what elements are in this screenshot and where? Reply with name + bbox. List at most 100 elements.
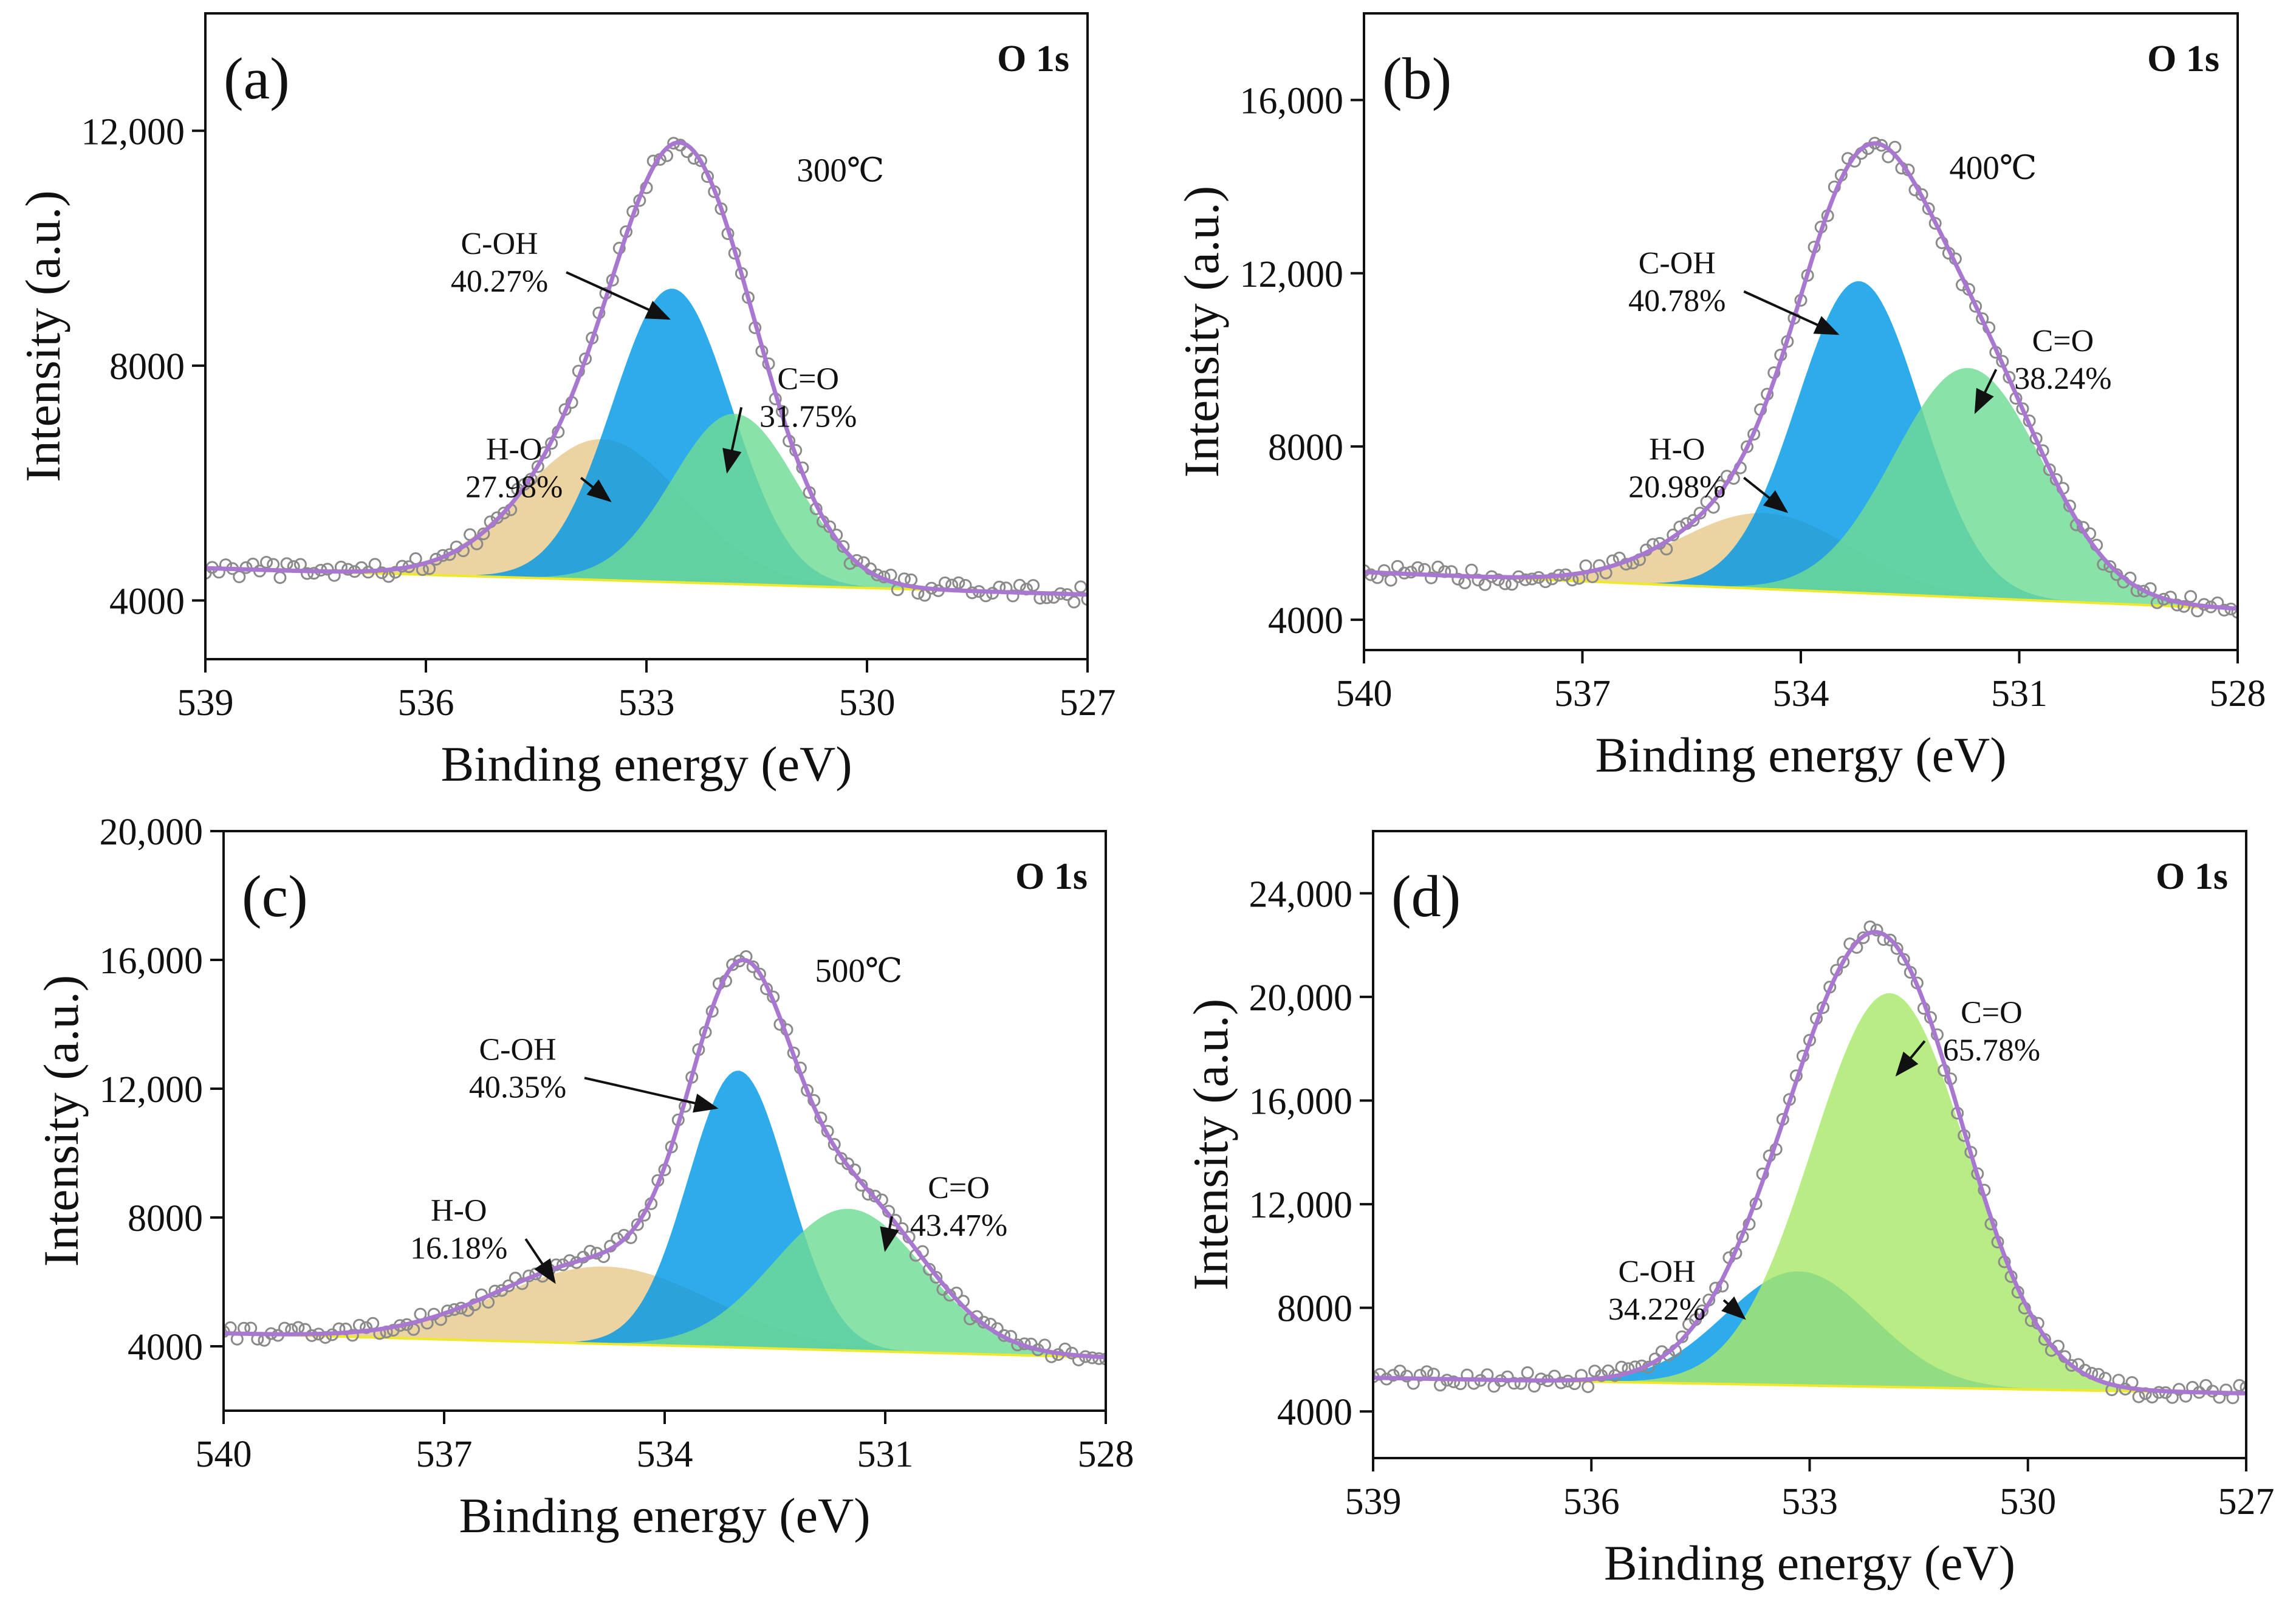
data-point [1081,593,1088,606]
plot-area [1364,137,2238,619]
data-point [952,576,965,589]
peak-area-coh [205,289,1088,595]
spectrum-title: O 1s [2156,856,2228,897]
peak-percent-label: 38.24% [2014,361,2111,396]
x-tick-label: 533 [1781,1481,1838,1522]
data-point [2132,1390,2145,1403]
data-point [1870,923,1883,937]
chart-panel-b: 540 537 534 531 528 4000 8000 12,000 16,000 Bindi… [1174,12,2266,783]
data-point [258,1334,271,1347]
data-point [1890,942,1904,955]
x-tick-label: 534 [637,1434,693,1475]
x-tick-label: 539 [1345,1481,1402,1522]
peak-area-co [1364,368,2238,609]
data-point [1883,933,1897,947]
data-point [2184,590,2198,603]
peak-annotation: H-O16.18% [410,1193,556,1284]
data-point [2178,600,2190,613]
x-tick-label: 528 [2210,673,2266,714]
annotation-arrow [584,1077,719,1113]
data-point [1384,574,1397,587]
peak-name-label: H-O [431,1193,487,1228]
data-point [726,958,739,971]
data-point [631,1218,644,1231]
data-point [2103,560,2117,573]
envelope-line [205,140,1088,597]
data-point [1501,1370,1514,1383]
data-point [753,967,766,981]
y-tick-label: 8000 [1268,427,1343,468]
envelope-line [1373,930,2246,1396]
y-tick-label: 12,000 [1249,1185,1353,1226]
chart-panel-a: 539 536 533 530 527 4000 8000 12,000 Binding ene… [15,12,1116,792]
data-point [1507,1377,1521,1390]
peak-name-label: C=O [2032,324,2094,358]
data-point [1922,202,1935,215]
x-tick-label: 531 [1991,673,2048,714]
annotation-arrow [722,407,743,474]
data-point [1478,578,1492,591]
data-point [1425,571,1438,584]
data-point [1386,1369,1400,1382]
data-point [1546,572,1559,586]
x-tick-label: 528 [1078,1434,1134,1475]
data-point [2065,1359,2078,1372]
spectrum-title: O 1s [1015,856,1088,897]
data-point [1521,1366,1534,1379]
temperature-label: 300℃ [797,151,884,188]
panel-label: (a) [224,46,290,112]
data-point [1837,956,1850,968]
data-point [2233,1378,2246,1392]
data-point [1514,1377,1527,1390]
annotation-arrow [1895,1040,1926,1077]
y-axis-title: Intensity (a.u.) [1183,999,1238,1290]
annotation-arrow [580,476,612,502]
x-tick-label: 540 [1336,673,1393,714]
annotation-arrow [1743,476,1789,513]
plot-area [224,950,1106,1366]
peak-area-coh [1364,281,2238,609]
peak-annotation: C=O38.24% [1974,324,2112,414]
x-axis-title: Binding energy (eV) [1604,1535,2015,1591]
y-tick-label: 4000 [109,581,185,622]
annotation-arrow [566,271,671,320]
data-point [352,1318,366,1332]
x-axis-title: Binding energy (eV) [459,1488,870,1543]
x-tick-label: 527 [2218,1481,2275,1522]
data-point [1741,440,1753,453]
y-axis-title: Intensity (a.u.) [15,190,70,482]
peak-percent-label: 20.98% [1628,470,1725,504]
peak-percent-label: 34.22% [1608,1292,1705,1327]
x-tick-label: 530 [839,682,896,724]
peak-annotation: C=O65.78% [1895,996,2040,1077]
y-tick-label: 20,000 [1249,978,1353,1019]
peak-name-label: H-O [1649,432,1705,467]
data-point [2219,1383,2233,1397]
peak-percent-label: 31.75% [759,399,857,434]
data-point [2231,606,2238,619]
x-axis-title: Binding energy (eV) [440,736,852,792]
x-tick-label: 540 [196,1434,252,1475]
peak-percent-label: 40.27% [451,264,548,299]
annotation-arrow [880,1216,899,1252]
data-point [1377,564,1391,577]
peak-percent-label: 27.98% [465,470,563,504]
data-point [1420,1365,1433,1378]
y-axis-title: Intensity (a.u.) [1174,186,1229,478]
temperature-label: 400℃ [1949,149,2037,186]
data-point [2199,1378,2213,1392]
data-point [1519,573,1532,586]
peak-area-co [1373,993,2246,1394]
data-point [233,570,246,583]
peak-name-label: C-OH [479,1032,556,1067]
x-tick-label: 536 [1563,1481,1620,1522]
data-point [1099,1352,1106,1366]
data-point [1555,1376,1568,1389]
peak-area-co [205,414,1088,595]
panel-label: (c) [242,864,308,930]
spectrum-title: O 1s [997,38,1069,80]
y-tick-label: 16,000 [100,940,204,982]
y-tick-label: 4000 [1268,600,1343,642]
